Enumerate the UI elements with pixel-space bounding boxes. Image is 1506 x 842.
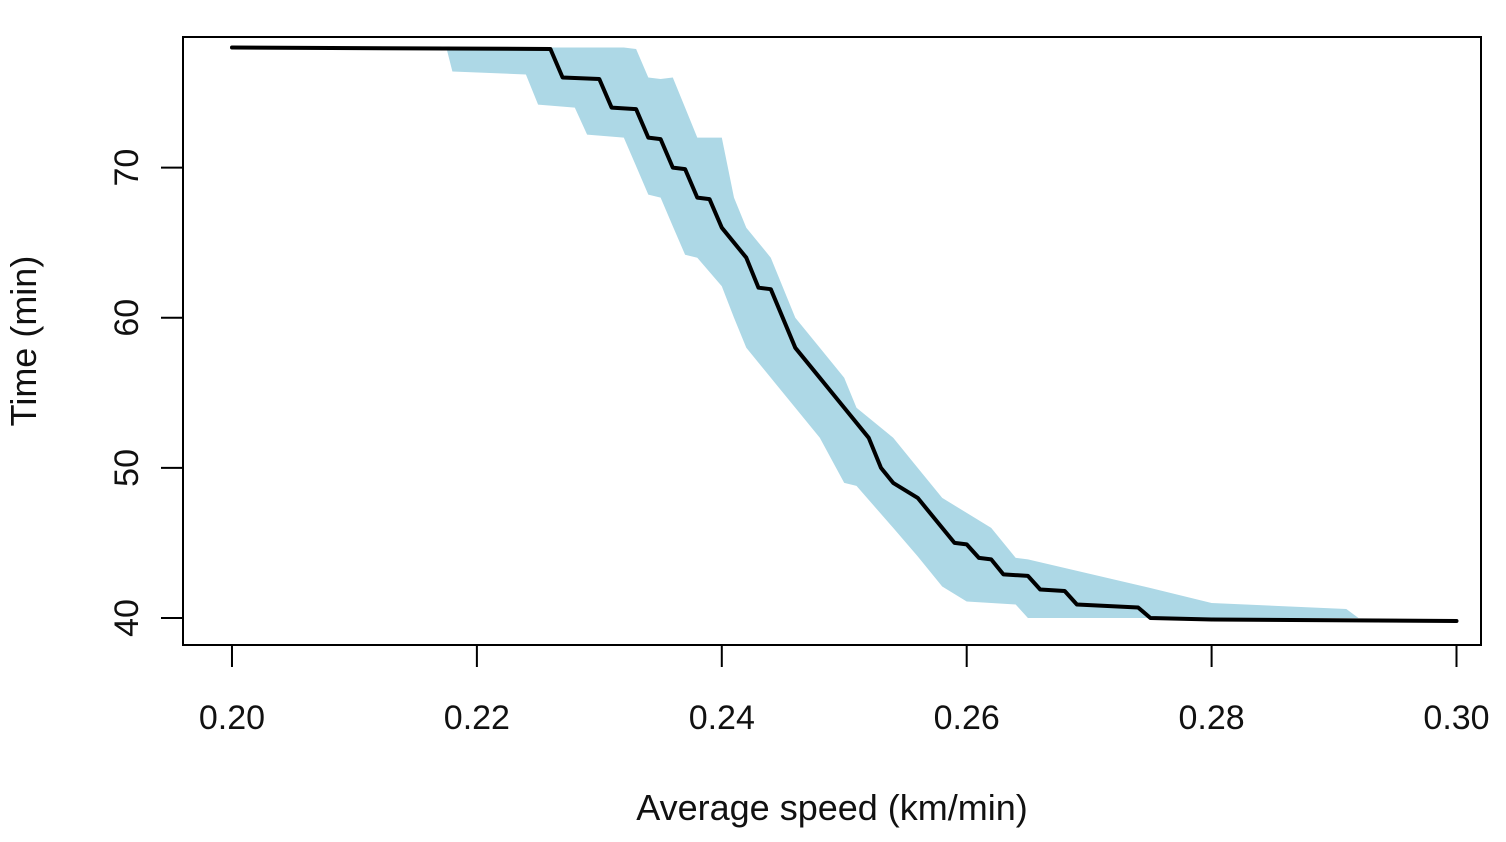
x-axis-label: Average speed (km/min)	[636, 787, 1028, 828]
x-tick-label: 0.22	[444, 699, 510, 737]
x-tick-label: 0.26	[934, 699, 1000, 737]
estimate-line-layer	[232, 48, 1457, 622]
y-axis-label: Time (min)	[3, 256, 44, 427]
plot-frame	[183, 37, 1481, 645]
confidence-band	[446, 48, 1358, 619]
x-tick-label: 0.20	[199, 699, 265, 737]
x-tick-label: 0.24	[689, 699, 755, 737]
series-line-estimate	[232, 48, 1457, 622]
y-tick-label: 60	[108, 299, 146, 337]
x-axis: 0.20 0.22 0.24 0.26 0.28 0.30	[199, 645, 1490, 737]
y-tick-label: 50	[108, 449, 146, 487]
x-tick-label: 0.28	[1179, 699, 1245, 737]
x-tick-label: 0.30	[1423, 699, 1489, 737]
confidence-band-layer	[446, 48, 1358, 619]
y-axis: 40 50 60 70	[108, 149, 183, 637]
y-tick-label: 40	[108, 599, 146, 637]
y-tick-label: 70	[108, 149, 146, 187]
